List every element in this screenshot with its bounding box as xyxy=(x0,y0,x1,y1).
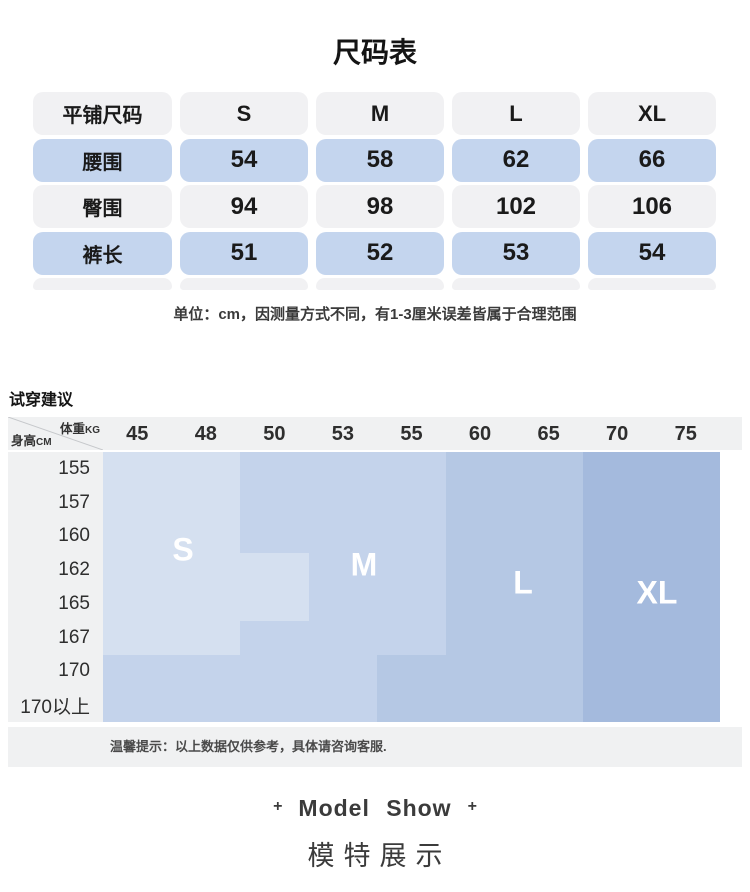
weight-tick-label: 55 xyxy=(400,423,423,445)
measure-row-label: 臀围 xyxy=(33,185,172,228)
height-tick-label: 157 xyxy=(58,491,90,513)
plus-decoration-right: + xyxy=(467,798,477,815)
measure-value-cell: 53 xyxy=(452,231,580,275)
model-show-subtitle: 模特展示 xyxy=(307,841,452,871)
measure-value-cell: 102 xyxy=(452,185,580,228)
measure-value-cell: 94 xyxy=(180,185,308,228)
height-tick-label: 155 xyxy=(58,457,90,479)
height-tick-label: 170 xyxy=(58,660,90,682)
page-title: 尺码表 xyxy=(332,37,417,68)
size-zone-label-l: L xyxy=(513,564,533,601)
size-zone-l xyxy=(445,452,583,655)
size-zone-s xyxy=(103,452,241,655)
fit-chart-tip: 温馨提示：以上数据仅供参考，具体请咨询客服. xyxy=(8,727,742,767)
weight-tick-label: 75 xyxy=(674,423,697,445)
size-column-header: L xyxy=(452,92,580,135)
size-column-header: XL xyxy=(588,92,716,135)
height-tick-label: 162 xyxy=(58,559,90,581)
measure-value-cell: 58 xyxy=(316,138,444,182)
size-zone-label-s: S xyxy=(172,531,194,568)
model-show-heading: + Model Show + xyxy=(0,795,750,822)
weight-tick-label: 45 xyxy=(126,423,149,445)
weight-tick-label: 70 xyxy=(606,423,629,445)
cropped-next-row-cell xyxy=(588,278,716,290)
plus-decoration-left: + xyxy=(273,798,283,815)
height-axis-label: 身高CM xyxy=(11,430,52,449)
measure-value-cell: 66 xyxy=(588,138,716,182)
fit-chart-height-axis: 155 157 160 162 165 167 170 170以上 xyxy=(8,452,103,722)
fit-chart-axis-corner: 体重KG 身高CM xyxy=(8,417,103,450)
weight-axis-label: 体重KG xyxy=(60,418,100,437)
weight-tick-label: 65 xyxy=(537,423,560,445)
weight-tick-label: 48 xyxy=(194,423,217,445)
height-axis-label-cn: 身高 xyxy=(11,434,37,448)
height-tick-label: 165 xyxy=(58,592,90,614)
size-table: 平铺尺码 S M L XL 腰围 54 58 62 66 臀围 94 98 102 106 裤长 51 52 53 5… xyxy=(33,92,716,290)
fit-chart-weight-axis: 体重KG 身高CM 45 48 50 53 55 60 65 70 75 xyxy=(8,417,742,450)
measure-value-cell: 54 xyxy=(180,138,308,182)
weight-tick-label: 60 xyxy=(468,423,492,445)
measure-row-label: 腰围 xyxy=(33,138,172,182)
size-zone-xl xyxy=(582,452,720,722)
fit-section-title: 试穿建议 xyxy=(9,392,74,409)
size-zone-m xyxy=(103,654,378,722)
measure-value-cell: 54 xyxy=(588,231,716,275)
fit-grid: S M L XL xyxy=(103,452,720,722)
size-zone-label-xl: XL xyxy=(636,574,678,611)
size-zone-s xyxy=(240,553,309,621)
measure-value-cell: 106 xyxy=(588,185,716,228)
measure-value-cell: 52 xyxy=(316,231,444,275)
measure-value-cell: 51 xyxy=(180,231,308,275)
weight-axis-unit: KG xyxy=(85,425,100,436)
size-zone-l xyxy=(377,654,583,722)
measure-value-cell: 98 xyxy=(316,185,444,228)
cropped-next-row-cell xyxy=(33,278,172,290)
cropped-next-row-cell xyxy=(316,278,444,290)
height-tick-label: 167 xyxy=(58,626,90,648)
measure-row-label: 裤长 xyxy=(33,231,172,275)
size-table-corner-header: 平铺尺码 xyxy=(33,92,172,135)
fit-chart: 体重KG 身高CM 45 48 50 53 55 60 65 70 75 155 157 160 16… xyxy=(8,417,742,768)
unit-note: 单位：cm，因测量方式不同，有1-3厘米误差皆属于合理范围 xyxy=(173,306,577,323)
size-zone-label-m: M xyxy=(350,546,378,583)
size-column-header: M xyxy=(316,92,444,135)
weight-tick-label: 50 xyxy=(263,423,286,445)
weight-tick-label: 53 xyxy=(331,423,355,445)
model-show-title: Model Show xyxy=(298,795,452,821)
size-column-header: S xyxy=(180,92,308,135)
cropped-next-row-cell xyxy=(180,278,308,290)
height-tick-label: 160 xyxy=(58,525,90,547)
weight-axis-label-cn: 体重 xyxy=(59,422,85,436)
cropped-next-row-cell xyxy=(452,278,580,290)
measure-value-cell: 62 xyxy=(452,138,580,182)
diagonal-divider-line xyxy=(8,417,103,450)
height-tick-label: 170以上 xyxy=(20,696,90,718)
height-axis-unit: CM xyxy=(36,437,52,448)
